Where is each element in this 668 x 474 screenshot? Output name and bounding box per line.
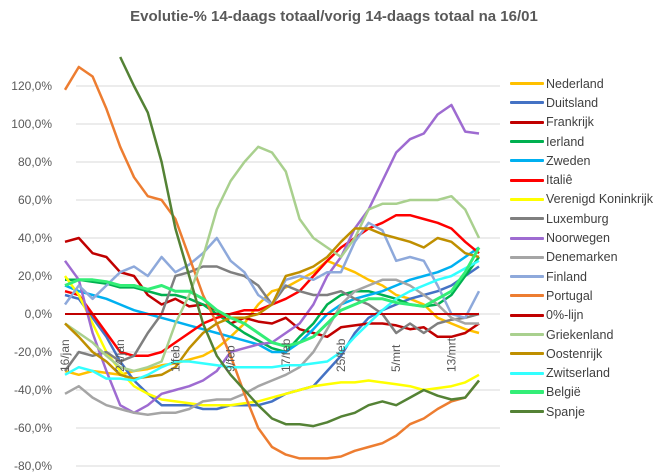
legend-item: Nederland (510, 74, 653, 93)
y-tick-label: 60,0% (18, 193, 52, 207)
legend-item: Italiê (510, 170, 653, 189)
legend-label: Denemarken (546, 250, 618, 265)
y-tick-label: -40,0% (14, 383, 52, 397)
chart-title: Evolutie-% 14-daags totaal/vorig 14-daag… (130, 8, 538, 25)
legend-item: Spanje (510, 402, 653, 421)
legend-label: Spanje (546, 404, 585, 419)
legend-item: Luxemburg (510, 209, 653, 228)
legend-label: Oostenrijk (546, 346, 603, 361)
x-tick-label: 24/jan (113, 339, 127, 372)
legend-label: Frankrijk (546, 115, 594, 130)
legend-swatch (510, 313, 544, 317)
legend-item: Zwitserland (510, 363, 653, 382)
legend-label: Ierland (546, 134, 585, 149)
legend-item: Portugal (510, 286, 653, 305)
y-tick-label: -60,0% (14, 421, 52, 435)
legend-item: Griekenland (510, 325, 653, 344)
y-tick-label: 40,0% (18, 231, 52, 245)
legend-item: Noorwegen (510, 228, 653, 247)
legend-swatch (510, 333, 544, 336)
x-tick-label: 25/feb (334, 338, 348, 372)
legend-swatch (510, 371, 544, 375)
legend: Nederland Duitsland Frankrijk Ierland Zweden… (510, 74, 653, 421)
legend-label: Finland (546, 269, 587, 284)
legend-label: België (546, 385, 581, 400)
series-line-zweden (64, 246, 480, 354)
legend-item: Verenigd Koninkrijk (510, 190, 653, 209)
legend-swatch (510, 410, 544, 414)
legend-swatch (510, 140, 544, 144)
y-tick-label: -20,0% (14, 345, 52, 359)
legend-swatch (510, 390, 544, 395)
legend-swatch (510, 294, 544, 298)
x-tick-label: 1/feb (168, 345, 182, 372)
series-line-oostenrijk (64, 227, 480, 380)
legend-swatch (510, 275, 544, 279)
y-tick-label: -80,0% (14, 459, 52, 473)
legend-item: Ierland (510, 132, 653, 151)
legend-swatch (510, 159, 544, 163)
legend-label: Zwitserland (546, 366, 610, 381)
legend-label: Italiê (546, 173, 573, 188)
x-tick-label: 5/mrt (389, 344, 403, 372)
legend-item: Duitsland (510, 93, 653, 112)
y-tick-label: 80,0% (18, 155, 52, 169)
x-tick-label: 16/jan (58, 339, 72, 372)
legend-item: 0%-lijn (510, 306, 653, 325)
legend-label: Nederland (546, 76, 604, 91)
legend-item: Zweden (510, 151, 653, 170)
y-tick-label: 0,0% (25, 307, 53, 321)
legend-label: Duitsland (546, 95, 599, 110)
legend-item: België (510, 383, 653, 402)
y-tick-label: 100,0% (11, 117, 52, 131)
x-tick-label: 13/mrt (444, 337, 458, 372)
legend-swatch (510, 255, 544, 259)
series-lines (63, 56, 481, 460)
series-line-griekenland (64, 145, 481, 373)
legend-label: Griekenland (546, 327, 614, 342)
legend-swatch (510, 82, 544, 86)
series-line-belgi- (64, 246, 481, 348)
x-tick-label: 17/feb (279, 338, 293, 372)
series-line-zwitserland (64, 259, 480, 382)
y-tick-label: 20,0% (18, 269, 52, 283)
legend-label: Luxemburg (546, 211, 609, 226)
legend-swatch (510, 197, 544, 201)
legend-swatch (510, 352, 544, 356)
series-line-spanje (119, 56, 480, 428)
legend-swatch (510, 101, 544, 105)
legend-swatch (510, 178, 544, 182)
legend-label: Portugal (546, 288, 593, 303)
legend-item: Oostenrijk (510, 344, 653, 363)
series-line-verenigd-koninkrijk (63, 275, 480, 407)
legend-label: Noorwegen (546, 231, 610, 246)
series-line-portugal (63, 65, 480, 460)
y-axis: 120,0% 100,0% 80,0% 60,0% 40,0% 20,0% 0,0% -20,… (11, 79, 52, 473)
y-tick-label: 120,0% (11, 79, 52, 93)
legend-label: Zweden (546, 153, 591, 168)
legend-item: Denemarken (510, 248, 653, 267)
x-axis: 16/jan 24/jan 1/feb 9/feb 17/feb 25/feb 5/mrt 1… (58, 337, 458, 372)
legend-label: Verenigd Koninkrijk (546, 192, 654, 207)
series-line-denemarken (64, 278, 479, 416)
legend-label: 0%-lijn (546, 308, 584, 323)
legend-swatch (510, 120, 544, 124)
x-tick-label: 9/feb (224, 345, 238, 372)
legend-swatch (510, 217, 544, 221)
series-line-frankrijk (64, 236, 480, 339)
legend-swatch (510, 236, 544, 240)
legend-item: Frankrijk (510, 113, 653, 132)
legend-item: Finland (510, 267, 653, 286)
